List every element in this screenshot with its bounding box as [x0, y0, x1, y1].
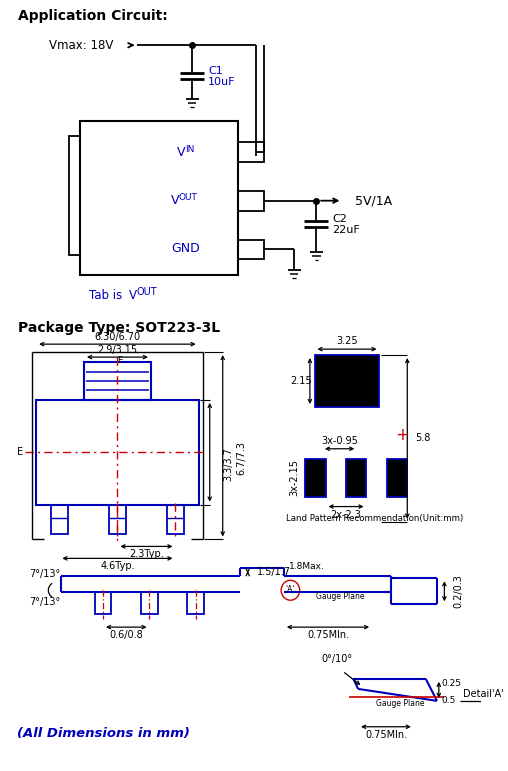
Text: 6.7/7.3: 6.7/7.3 — [236, 441, 246, 475]
Text: 3x-0.95: 3x-0.95 — [321, 436, 358, 446]
Text: Application Circuit:: Application Circuit: — [18, 9, 168, 23]
Bar — [51, 504, 68, 534]
Text: E: E — [17, 447, 23, 457]
Text: 3.3/3.7: 3.3/3.7 — [224, 447, 233, 481]
Bar — [69, 136, 80, 255]
Text: C2: C2 — [332, 214, 347, 224]
Bar — [80, 121, 238, 275]
Text: 10uF: 10uF — [208, 77, 235, 87]
Text: 7°/13°: 7°/13° — [29, 569, 60, 579]
Text: 0°/10°: 0°/10° — [321, 654, 352, 664]
Text: V: V — [129, 289, 137, 301]
Bar — [238, 240, 264, 260]
Text: Gauge Plane: Gauge Plane — [375, 699, 424, 709]
Text: 2.15: 2.15 — [291, 376, 312, 386]
Text: IN: IN — [185, 146, 194, 154]
Bar — [238, 190, 264, 210]
Text: 2x-2.3: 2x-2.3 — [331, 510, 362, 520]
Bar — [84, 362, 151, 400]
Text: 2.9/3.15: 2.9/3.15 — [98, 345, 138, 355]
Text: Package Type: SOT223-3L: Package Type: SOT223-3L — [18, 322, 220, 335]
Text: 0.75Mln.: 0.75Mln. — [365, 729, 407, 739]
Text: 2.3Typ.: 2.3Typ. — [129, 550, 164, 560]
Text: V: V — [171, 194, 179, 207]
Text: E: E — [117, 355, 122, 365]
Text: Gauge Plane: Gauge Plane — [316, 591, 365, 601]
Bar — [109, 504, 126, 534]
Bar — [387, 459, 407, 497]
Text: Land Pattern Recommendation(Unit:mm): Land Pattern Recommendation(Unit:mm) — [286, 514, 463, 523]
Bar — [314, 355, 379, 407]
Text: 0.6/0.8: 0.6/0.8 — [109, 630, 143, 640]
Text: 0.5: 0.5 — [441, 696, 456, 705]
Text: 3x-2.15: 3x-2.15 — [289, 460, 299, 497]
Text: C1: C1 — [208, 66, 223, 76]
Text: GND: GND — [171, 242, 200, 255]
Text: Vmax: 18V: Vmax: 18V — [49, 39, 114, 52]
Text: 5V/1A: 5V/1A — [356, 194, 393, 207]
Text: 7°/13°: 7°/13° — [29, 598, 60, 608]
Bar — [141, 592, 158, 614]
Text: 0.25: 0.25 — [441, 679, 462, 689]
Text: OUT: OUT — [137, 288, 157, 298]
Text: 4.6Typ.: 4.6Typ. — [100, 561, 135, 571]
Text: (All Dimensions in mm): (All Dimensions in mm) — [17, 727, 189, 740]
Bar — [346, 459, 366, 497]
Text: 1.8Max.: 1.8Max. — [289, 562, 325, 571]
Text: 3.25: 3.25 — [336, 336, 358, 346]
Bar — [94, 592, 111, 614]
Text: V: V — [177, 146, 186, 160]
Bar — [187, 592, 204, 614]
Bar — [305, 459, 326, 497]
Bar — [167, 504, 184, 534]
Bar — [36, 400, 199, 504]
Text: 6.30/6.70: 6.30/6.70 — [94, 332, 141, 342]
Text: OUT: OUT — [178, 194, 197, 202]
Text: Tab is: Tab is — [89, 289, 126, 301]
Text: 0.2/0.3: 0.2/0.3 — [454, 574, 464, 608]
Bar — [238, 142, 264, 162]
Text: 0.75Mln.: 0.75Mln. — [307, 630, 349, 640]
Text: +: + — [396, 426, 409, 444]
Text: 5.8: 5.8 — [415, 433, 430, 443]
Text: Detail'A': Detail'A' — [463, 689, 503, 699]
Text: 22uF: 22uF — [332, 224, 360, 234]
Text: 'A': 'A' — [285, 584, 295, 594]
Text: 1.5/1.7: 1.5/1.7 — [257, 567, 291, 577]
